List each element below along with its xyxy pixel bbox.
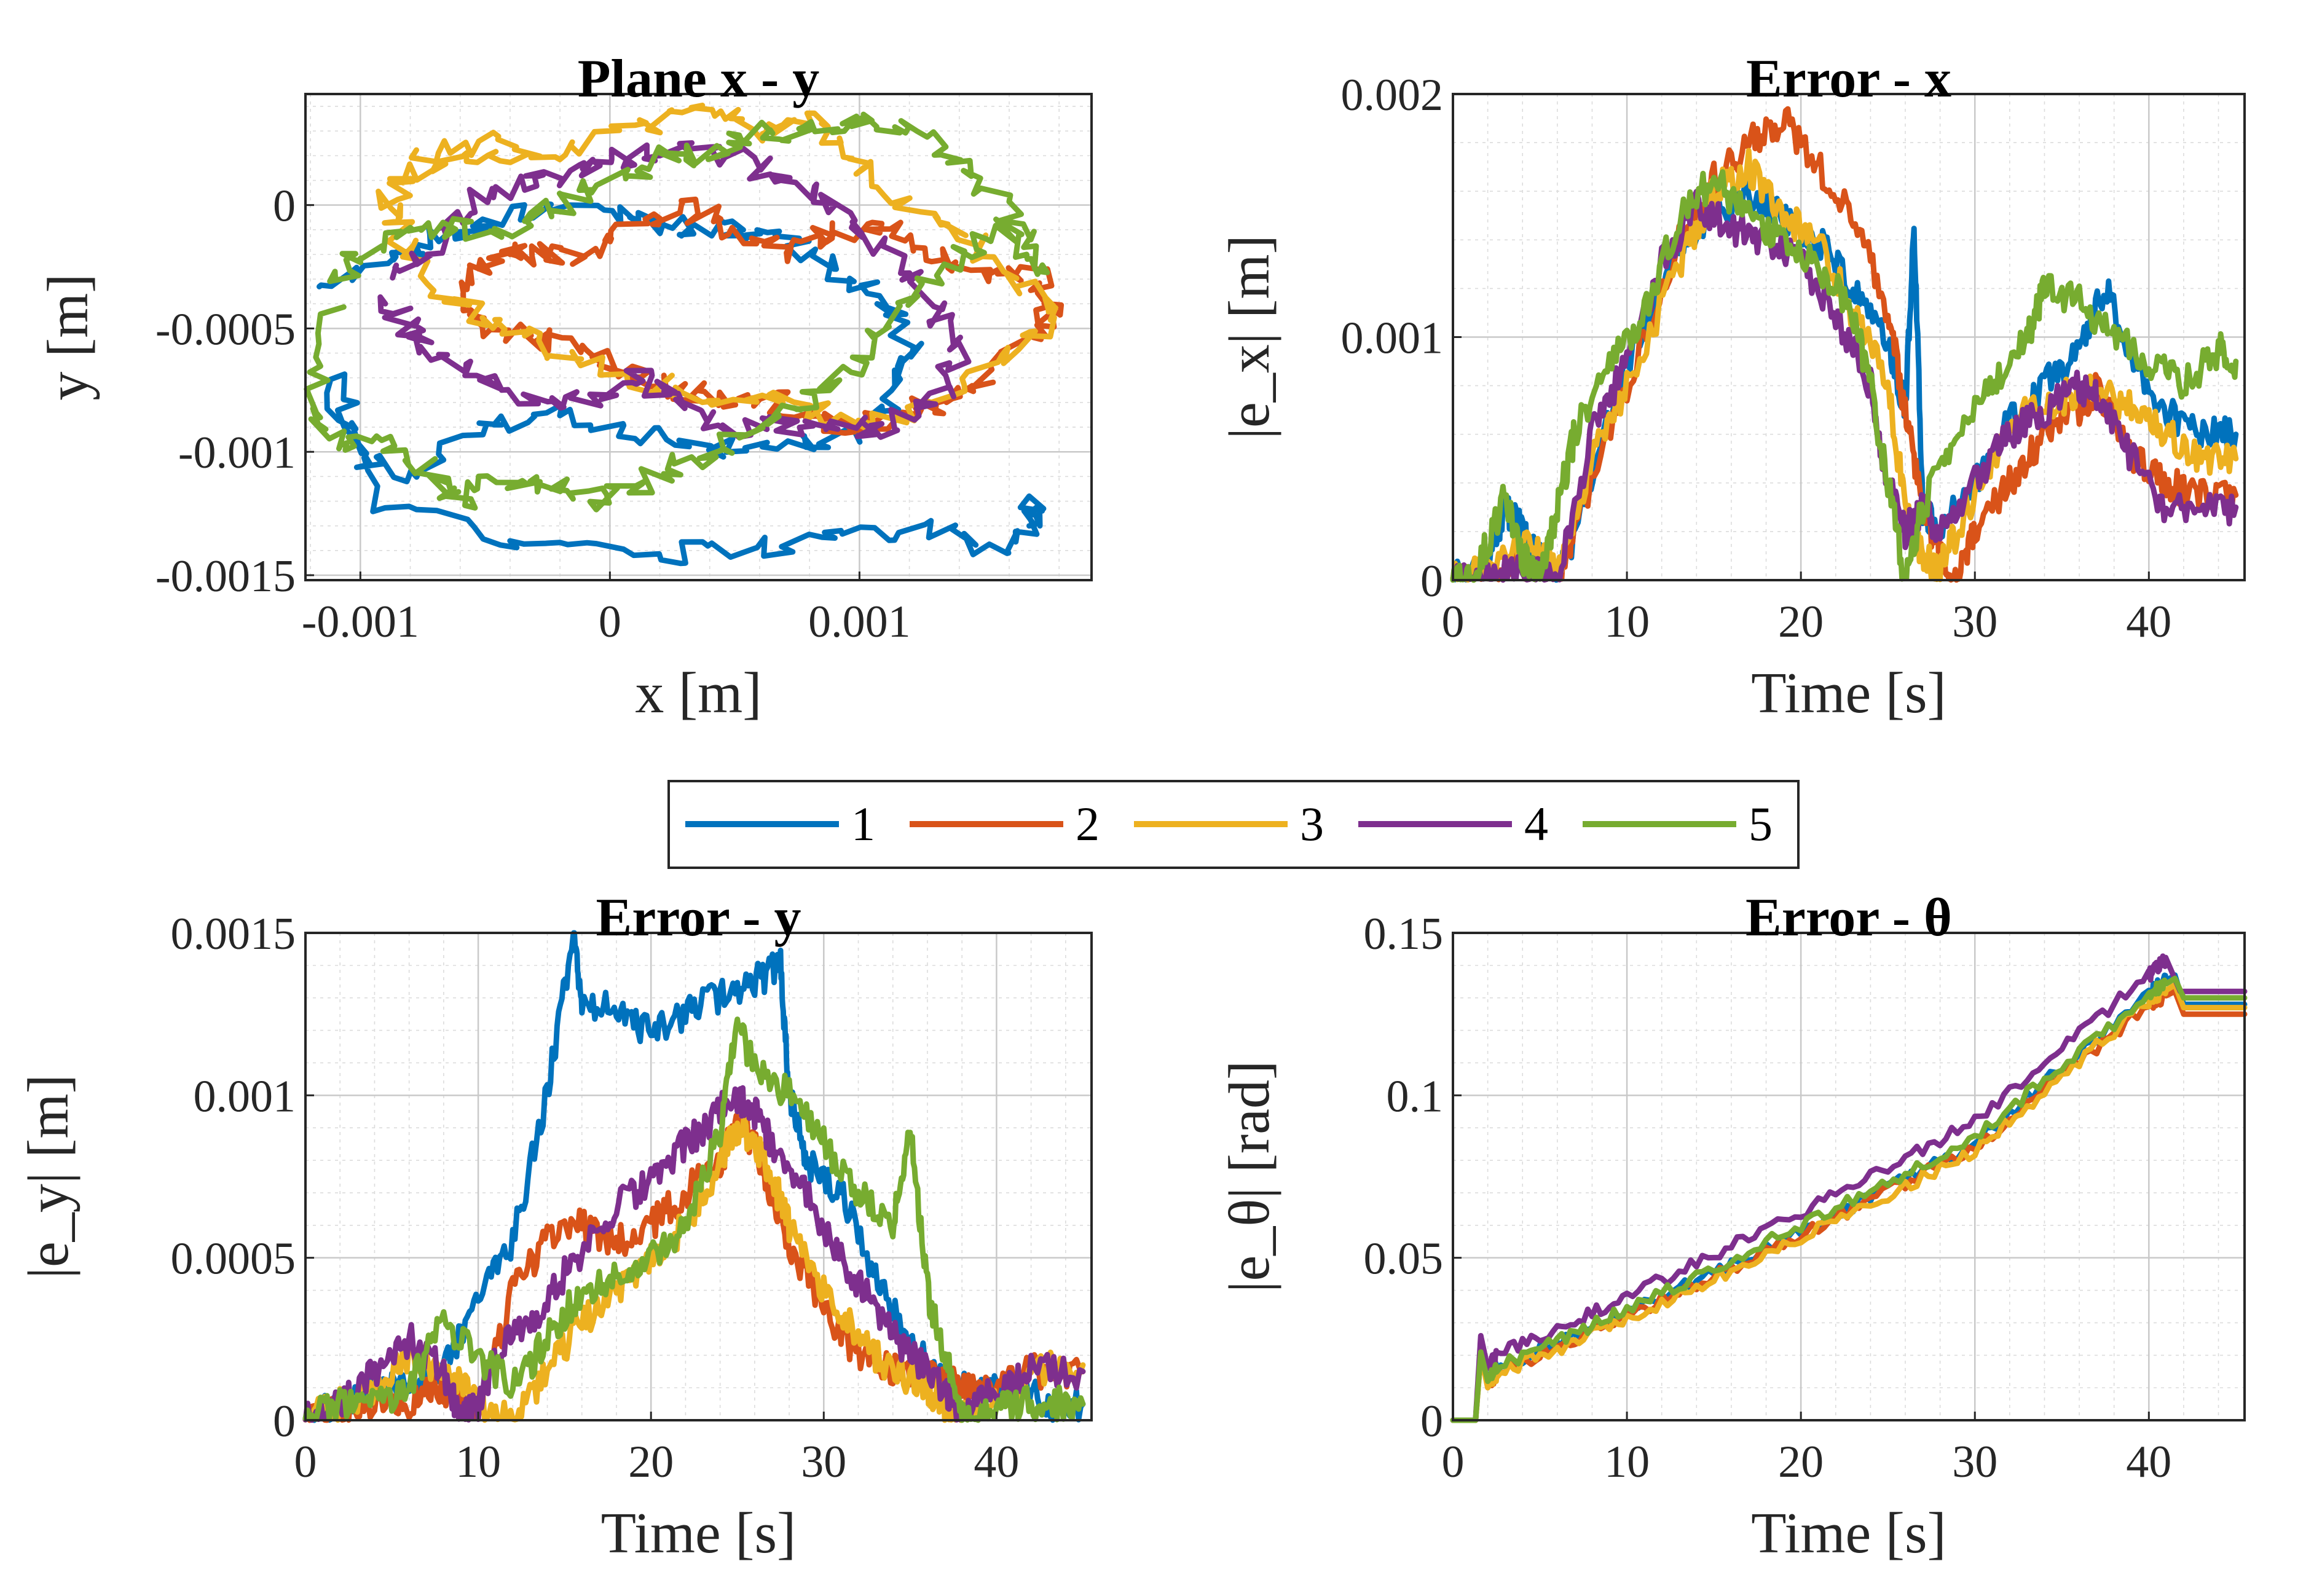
series-line-5 [302,1016,1086,1423]
series-line-4 [302,1085,1086,1423]
y-tick-label: 0 [273,1396,296,1447]
error-theta-xlabel: Time [s] [1751,1501,1946,1565]
x-tick-label: 10 [1604,597,1650,647]
error-theta-title: Error - θ [1745,888,1952,948]
y-tick-label: -0.0015 [155,551,296,602]
x-tick-label: 0 [1442,597,1465,647]
legend-label-5: 5 [1749,797,1773,851]
plane-xy-ylabel: y [m] [36,273,100,400]
error-x-xlabel: Time [s] [1751,661,1946,725]
y-tick-label: -0.001 [178,428,296,478]
error-y-axes: 0 10 20 30 40 0 0.0005 0.001 0.0015 Error - y Ti… [17,888,1093,1565]
legend-label-1: 1 [851,797,875,851]
plane-xy-xlabel: x [m] [635,661,762,725]
error-x-series [1450,106,2239,583]
error-theta-ylabel: |e_θ| [rad] [1218,1061,1281,1293]
error-theta-series [1450,953,2248,1423]
x-tick-label: 0 [599,597,621,647]
error-x-tick-labels: 0 10 20 30 40 0 0.001 0.002 [1341,70,2172,647]
x-tick-label: 40 [974,1437,1019,1487]
series-line-5 [304,111,1050,513]
x-tick-label: -0.001 [302,597,419,647]
x-tick-label: 20 [1778,1437,1824,1487]
error-y-frame [304,932,1093,1421]
error-y-ylabel: |e_y| [m] [17,1074,81,1279]
x-tick-label: 20 [628,1437,674,1487]
y-tick-label: 0.05 [1364,1234,1444,1284]
error-theta-tick-labels: 0 10 20 30 40 0 0.05 0.1 0.15 [1364,909,2172,1487]
y-tick-label: 0.15 [1364,909,1444,959]
legend: 1 2 3 4 5 [667,780,1800,869]
x-tick-label: 30 [1952,1437,1997,1487]
legend-items: 1 2 3 4 5 [685,797,1773,851]
series-line-4 [377,140,972,440]
x-tick-label: 0 [1442,1437,1465,1487]
plane-xy-series [304,103,1065,567]
y-tick-label: -0.0005 [155,304,296,355]
y-tick-label: 0.001 [194,1071,296,1122]
legend-label-4: 4 [1524,797,1548,851]
error-theta-frame [1452,932,2246,1421]
series-line-5 [1450,169,2239,583]
x-tick-label: 0.001 [808,597,911,647]
y-tick-label: 0.0015 [171,909,296,959]
x-tick-label: 0 [294,1437,317,1487]
x-tick-label: 10 [455,1437,501,1487]
y-tick-label: 0.0005 [171,1234,296,1284]
y-tick-label: 0 [273,181,296,232]
error-theta-axes: 0 10 20 30 40 0 0.05 0.1 0.15 Error - θ Time [s]… [1218,888,2248,1565]
error-x-ylabel: |e_x| [m] [1218,235,1281,439]
y-tick-label: 0 [1420,556,1443,607]
x-tick-label: 40 [2126,597,2171,647]
x-tick-label: 30 [1952,597,1997,647]
error-y-xlabel: Time [s] [601,1501,797,1565]
error-x-title: Error - x [1746,49,1951,109]
y-tick-label: 0.002 [1341,70,1444,120]
error-y-tick-labels: 0 10 20 30 40 0 0.0005 0.001 0.0015 [171,909,1020,1487]
y-tick-label: 0.001 [1341,313,1444,364]
y-tick-label: 0.1 [1387,1071,1444,1122]
legend-label-3: 3 [1300,797,1324,851]
x-tick-label: 40 [2126,1437,2171,1487]
x-tick-label: 10 [1604,1437,1650,1487]
series-line-1 [317,200,1047,567]
error-y-series [302,930,1086,1423]
x-tick-label: 30 [801,1437,846,1487]
series-line-5 [1450,975,2248,1423]
y-tick-label: 0 [1420,1396,1443,1447]
plane-xy-frame [304,93,1093,581]
legend-label-2: 2 [1076,797,1100,851]
error-y-title: Error - y [596,888,801,948]
plane-xy-title: Plane x - y [578,49,820,109]
x-tick-label: 20 [1778,597,1824,647]
